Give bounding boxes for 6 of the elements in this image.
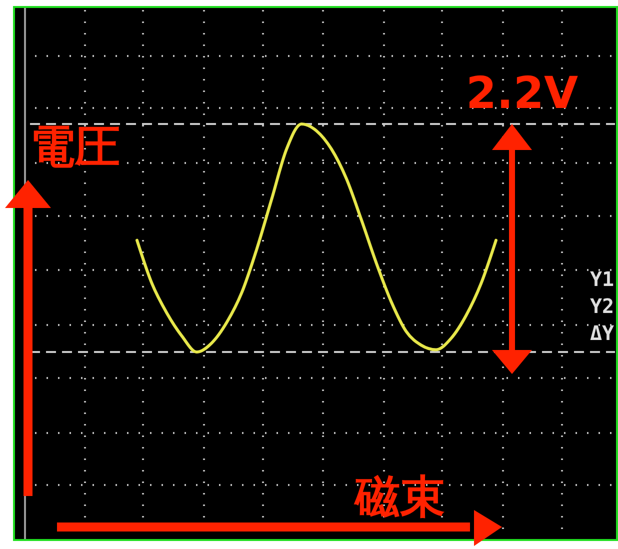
x-axis-title: 磁束 bbox=[353, 470, 445, 523]
y-axis-title: 電圧 bbox=[30, 120, 120, 173]
text: ΔY bbox=[590, 321, 614, 345]
text: Y1 bbox=[590, 267, 614, 291]
text: Y2 bbox=[590, 294, 614, 318]
text: 2.2V bbox=[466, 68, 578, 119]
